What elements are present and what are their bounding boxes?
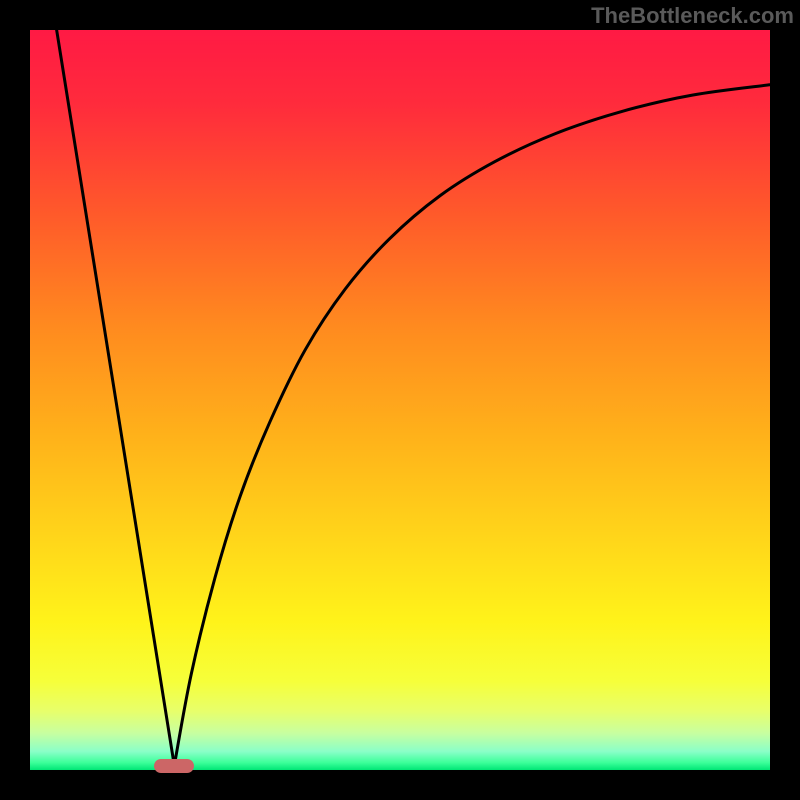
- curve-right-branch: [174, 85, 770, 766]
- watermark-text: TheBottleneck.com: [591, 3, 794, 29]
- curve-left-branch: [57, 30, 175, 766]
- curve-layer: [30, 30, 770, 770]
- optimal-marker: [154, 759, 194, 773]
- chart-container: TheBottleneck.com: [0, 0, 800, 800]
- plot-area: [30, 30, 770, 770]
